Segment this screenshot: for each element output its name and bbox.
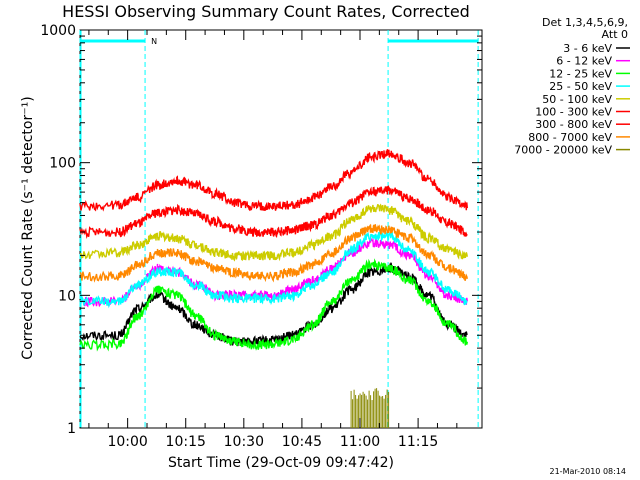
y-tick-label: 1: [67, 421, 76, 437]
legend-entry: 50 - 100 keV: [542, 93, 612, 106]
y-tick-label: 1000: [40, 23, 76, 39]
series-0: [79, 262, 468, 348]
legend-entry: 300 - 800 keV: [535, 118, 612, 131]
legend-entry: 7000 - 20000 keV: [514, 144, 612, 157]
y-tick-label: 100: [49, 156, 76, 172]
legend-entry: 100 - 300 keV: [535, 106, 612, 119]
legend-entry: 6 - 12 keV: [556, 55, 612, 68]
legend-title-line2: Att 0: [602, 28, 628, 41]
legend-entry: 800 - 7000 keV: [528, 131, 612, 144]
x-axis-label: Start Time (29-Oct-09 09:47:42): [168, 455, 394, 471]
plot-frame: [79, 29, 483, 429]
x-tick-label: 10:45: [282, 434, 322, 450]
series-7: [79, 223, 468, 283]
observing-bands: N: [79, 30, 479, 428]
y-axis-ticks: 1 10 100 1000: [40, 23, 482, 437]
legend-entry: 12 - 25 keV: [549, 67, 612, 80]
y-tick-label: 10: [58, 288, 76, 304]
legend-title-line1: Det 1,3,4,5,6,9,: [542, 16, 628, 29]
series-group: [79, 149, 468, 428]
timestamp: 21-Mar-2010 08:14: [550, 467, 627, 476]
series-5: [79, 149, 468, 212]
x-tick-label: 11:15: [398, 434, 438, 450]
chart-title: HESSI Observing Summary Count Rates, Cor…: [62, 2, 470, 21]
series-3: [79, 231, 468, 309]
legend-entry: 3 - 6 keV: [563, 42, 612, 55]
series-4: [80, 203, 468, 262]
band-label: N: [151, 37, 157, 46]
y-axis-label: Corrected Count Rate (s⁻¹ detector⁻¹): [20, 96, 36, 359]
x-axis-ticks: 10:00 10:15 10:30 10:45 11:00 11:15: [88, 30, 458, 450]
series-6: [79, 185, 468, 239]
x-tick-label: 10:15: [166, 434, 206, 450]
x-tick-label: 11:00: [340, 434, 380, 450]
legend-entry: 25 - 50 keV: [549, 80, 612, 93]
x-tick-label: 10:00: [107, 434, 147, 450]
series-2: [79, 258, 468, 352]
x-tick-label: 10:30: [224, 434, 264, 450]
series-8: [350, 388, 390, 428]
